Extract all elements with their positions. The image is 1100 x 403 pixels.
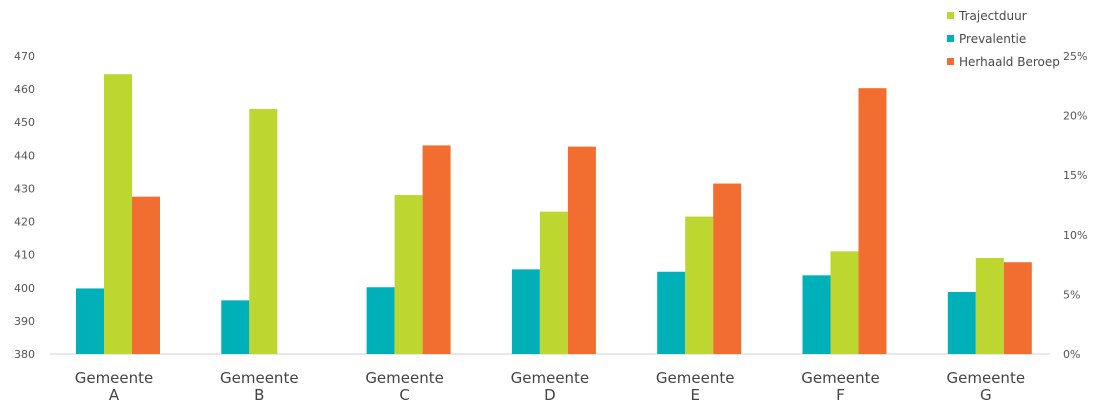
left-tick-label: 470 — [14, 50, 35, 63]
legend-item: Herhaald Beroep — [947, 50, 1060, 73]
bar-prevalentie — [221, 300, 250, 354]
bar-trajectduur — [104, 74, 132, 354]
right-tick-label: 20% — [1063, 110, 1087, 123]
bar-prevalentie — [511, 269, 540, 354]
bar-prevalentie — [76, 288, 104, 354]
left-axis-ticks: 380 390 400 410 420 430 440 450 460 470 — [14, 50, 35, 361]
bar-trajectduur — [685, 216, 714, 354]
left-tick-label: 390 — [14, 315, 35, 328]
left-tick-label: 440 — [14, 149, 35, 162]
category-label: Gemeente D — [511, 369, 590, 403]
legend-item: Prevalentie — [947, 27, 1060, 50]
left-tick-label: 400 — [14, 282, 35, 295]
bar-prevalentie — [947, 292, 976, 354]
category-label: Gemeente F — [801, 369, 880, 403]
bar-trajectduur — [539, 211, 568, 354]
right-tick-label: 0% — [1063, 348, 1080, 361]
bar-herhaald-beroep — [1003, 262, 1032, 354]
bars — [76, 74, 1032, 355]
category-label: Gemeente B — [220, 369, 299, 403]
category-label: Gemeente E — [656, 369, 735, 403]
legend-swatch — [947, 12, 954, 19]
legend: Trajectduur Prevalentie Herhaald Beroep — [947, 4, 1060, 73]
bar-prevalentie — [366, 287, 395, 354]
right-axis-ticks: 0% 5% 10% 15% 20% 25% — [1063, 50, 1087, 361]
left-tick-label: 380 — [14, 348, 35, 361]
legend-label: Herhaald Beroep — [959, 54, 1060, 69]
legend-swatch — [947, 58, 954, 65]
bar-trajectduur — [830, 251, 859, 354]
legend-item: Trajectduur — [947, 4, 1060, 27]
left-tick-label: 430 — [14, 182, 35, 195]
left-tick-label: 450 — [14, 116, 35, 129]
legend-label: Trajectduur — [959, 8, 1027, 23]
right-tick-label: 10% — [1063, 229, 1087, 242]
bar-herhaald-beroep — [422, 145, 451, 354]
bar-trajectduur — [394, 195, 423, 354]
right-tick-label: 25% — [1063, 50, 1087, 63]
left-tick-label: 410 — [14, 249, 35, 262]
bar-herhaald-beroep — [858, 88, 887, 355]
right-tick-label: 5% — [1063, 288, 1080, 301]
bar-herhaald-beroep — [132, 196, 160, 354]
category-label: Gemeente G — [947, 369, 1026, 403]
category-labels: Gemeente A Gemeente B Gemeente C Gemeente D Geme… — [75, 369, 1025, 403]
bar-herhaald-beroep — [567, 146, 596, 354]
bar-trajectduur — [975, 257, 1004, 354]
category-label: Gemeente A — [75, 369, 154, 403]
legend-label: Prevalentie — [959, 31, 1027, 46]
left-tick-label: 460 — [14, 83, 35, 96]
bar-herhaald-beroep — [713, 183, 742, 354]
legend-swatch — [947, 35, 954, 42]
bar-trajectduur — [249, 108, 278, 354]
category-label: Gemeente C — [365, 369, 444, 403]
bar-prevalentie — [802, 275, 831, 354]
bar-prevalentie — [657, 271, 686, 354]
left-tick-label: 420 — [14, 216, 35, 229]
right-tick-label: 15% — [1063, 169, 1087, 182]
